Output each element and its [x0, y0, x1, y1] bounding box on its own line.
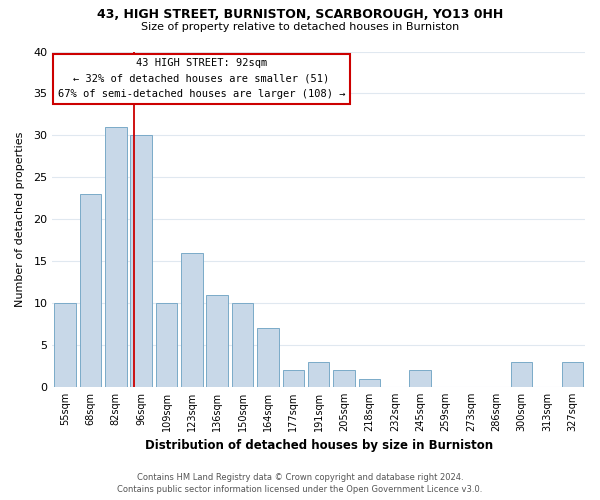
Bar [130, 136, 152, 387]
X-axis label: Distribution of detached houses by size in Burniston: Distribution of detached houses by size … [145, 440, 493, 452]
Bar [232, 303, 253, 387]
Bar [80, 194, 101, 387]
Bar [562, 362, 583, 387]
Bar [308, 362, 329, 387]
Bar [257, 328, 279, 387]
Text: 43, HIGH STREET, BURNISTON, SCARBOROUGH, YO13 0HH: 43, HIGH STREET, BURNISTON, SCARBOROUGH,… [97, 8, 503, 20]
Text: 43 HIGH STREET: 92sqm
← 32% of detached houses are smaller (51)
67% of semi-deta: 43 HIGH STREET: 92sqm ← 32% of detached … [58, 58, 345, 100]
Text: Contains HM Land Registry data © Crown copyright and database right 2024.
Contai: Contains HM Land Registry data © Crown c… [118, 472, 482, 494]
Bar [359, 378, 380, 387]
Bar [409, 370, 431, 387]
Bar [181, 253, 203, 387]
Bar [105, 127, 127, 387]
Bar [155, 303, 177, 387]
Bar [54, 303, 76, 387]
Bar [511, 362, 532, 387]
Text: Size of property relative to detached houses in Burniston: Size of property relative to detached ho… [141, 22, 459, 32]
Bar [283, 370, 304, 387]
Bar [206, 294, 228, 387]
Bar [333, 370, 355, 387]
Y-axis label: Number of detached properties: Number of detached properties [15, 132, 25, 307]
